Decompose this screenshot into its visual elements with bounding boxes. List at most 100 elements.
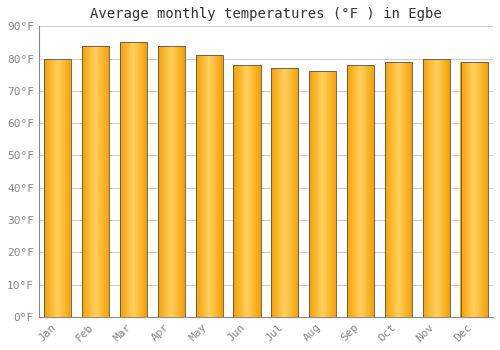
- Bar: [358, 65, 359, 317]
- Bar: [460, 62, 488, 317]
- Bar: [64, 58, 65, 317]
- Bar: [139, 42, 140, 317]
- Bar: [461, 62, 462, 317]
- Bar: [211, 55, 212, 317]
- Bar: [354, 65, 355, 317]
- Bar: [410, 62, 412, 317]
- Bar: [99, 46, 100, 317]
- Bar: [143, 42, 144, 317]
- Bar: [164, 46, 165, 317]
- Bar: [357, 65, 358, 317]
- Bar: [130, 42, 132, 317]
- Bar: [309, 71, 336, 317]
- Bar: [322, 71, 324, 317]
- Bar: [436, 58, 437, 317]
- Bar: [476, 62, 477, 317]
- Bar: [136, 42, 137, 317]
- Bar: [393, 62, 394, 317]
- Bar: [141, 42, 142, 317]
- Bar: [293, 68, 294, 317]
- Bar: [57, 58, 58, 317]
- Bar: [394, 62, 395, 317]
- Bar: [242, 65, 243, 317]
- Bar: [466, 62, 468, 317]
- Bar: [88, 46, 89, 317]
- Bar: [438, 58, 439, 317]
- Bar: [368, 65, 369, 317]
- Bar: [145, 42, 146, 317]
- Bar: [180, 46, 181, 317]
- Bar: [329, 71, 330, 317]
- Bar: [196, 55, 197, 317]
- Bar: [295, 68, 296, 317]
- Bar: [161, 46, 162, 317]
- Bar: [334, 71, 335, 317]
- Bar: [162, 46, 163, 317]
- Bar: [470, 62, 472, 317]
- Bar: [460, 62, 461, 317]
- Bar: [140, 42, 141, 317]
- Bar: [65, 58, 66, 317]
- Bar: [48, 58, 49, 317]
- Bar: [297, 68, 298, 317]
- Bar: [398, 62, 399, 317]
- Bar: [463, 62, 464, 317]
- Bar: [347, 65, 348, 317]
- Bar: [245, 65, 246, 317]
- Bar: [179, 46, 180, 317]
- Bar: [364, 65, 366, 317]
- Bar: [406, 62, 408, 317]
- Bar: [134, 42, 135, 317]
- Bar: [205, 55, 206, 317]
- Bar: [200, 55, 201, 317]
- Bar: [326, 71, 327, 317]
- Bar: [397, 62, 398, 317]
- Bar: [480, 62, 481, 317]
- Bar: [283, 68, 284, 317]
- Bar: [137, 42, 138, 317]
- Bar: [371, 65, 372, 317]
- Bar: [62, 58, 63, 317]
- Bar: [288, 68, 289, 317]
- Bar: [82, 46, 84, 317]
- Bar: [212, 55, 214, 317]
- Bar: [395, 62, 396, 317]
- Bar: [125, 42, 126, 317]
- Bar: [255, 65, 256, 317]
- Bar: [437, 58, 438, 317]
- Bar: [327, 71, 328, 317]
- Bar: [66, 58, 68, 317]
- Bar: [428, 58, 429, 317]
- Bar: [214, 55, 216, 317]
- Bar: [482, 62, 483, 317]
- Bar: [294, 68, 295, 317]
- Bar: [361, 65, 362, 317]
- Bar: [347, 65, 374, 317]
- Bar: [424, 58, 426, 317]
- Bar: [237, 65, 238, 317]
- Bar: [444, 58, 445, 317]
- Bar: [353, 65, 354, 317]
- Bar: [138, 42, 139, 317]
- Bar: [360, 65, 362, 317]
- Bar: [61, 58, 62, 317]
- Bar: [422, 58, 424, 317]
- Bar: [272, 68, 274, 317]
- Bar: [324, 71, 325, 317]
- Bar: [106, 46, 107, 317]
- Bar: [248, 65, 249, 317]
- Bar: [209, 55, 210, 317]
- Bar: [439, 58, 440, 317]
- Bar: [402, 62, 403, 317]
- Bar: [387, 62, 388, 317]
- Bar: [324, 71, 326, 317]
- Bar: [213, 55, 214, 317]
- Bar: [282, 68, 283, 317]
- Bar: [174, 46, 176, 317]
- Bar: [206, 55, 207, 317]
- Bar: [104, 46, 105, 317]
- Bar: [102, 46, 103, 317]
- Bar: [170, 46, 172, 317]
- Bar: [105, 46, 106, 317]
- Bar: [445, 58, 446, 317]
